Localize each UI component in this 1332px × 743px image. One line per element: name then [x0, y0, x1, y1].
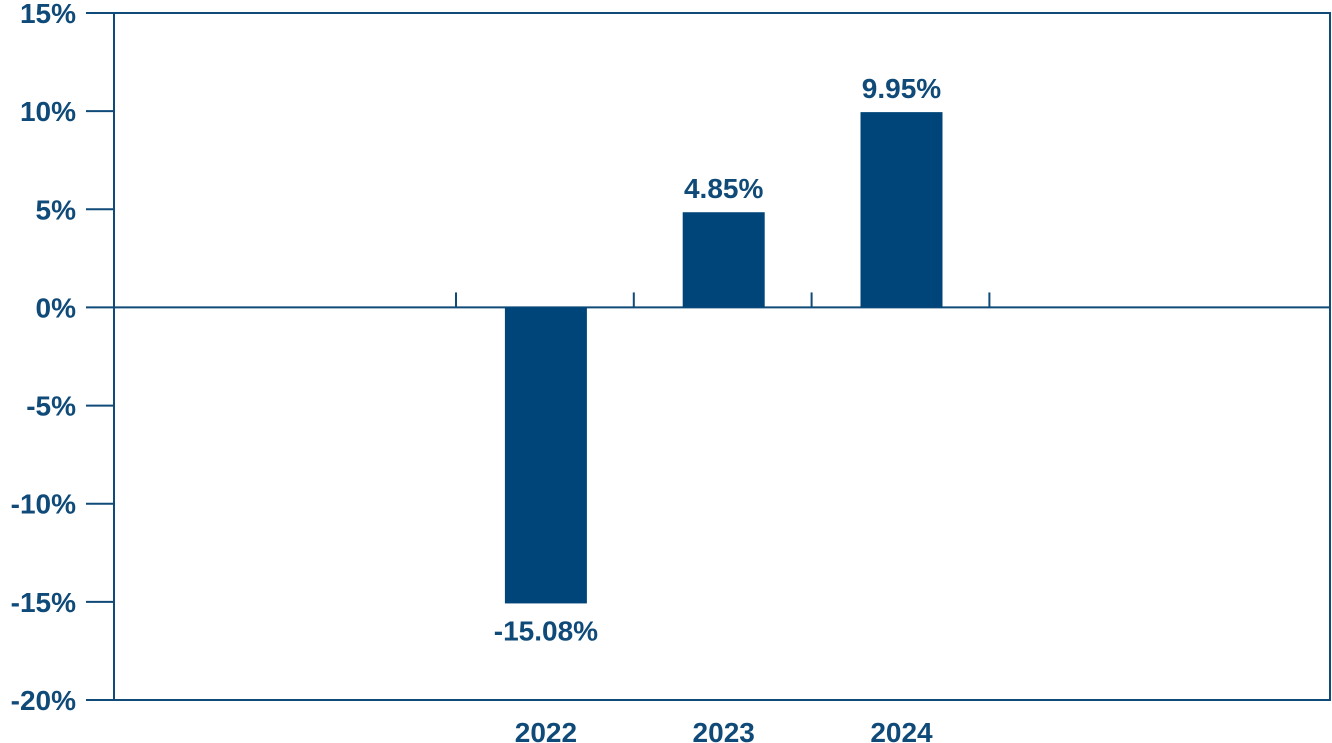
y-tick-label: -20%: [11, 685, 76, 716]
y-axis: 15% 10% 5% 0% -5% -10% -15% -20%: [11, 0, 114, 716]
x-tick-label-2022: 2022: [515, 717, 577, 743]
y-tick-label: -5%: [26, 391, 76, 422]
y-tick-label: 15%: [20, 0, 76, 29]
y-tick-label: 10%: [20, 96, 76, 127]
bar-2024: [860, 112, 943, 308]
bar-2023: [682, 212, 765, 308]
y-tick-label: -10%: [11, 489, 76, 520]
data-labels: -15.08% 4.85% 9.95%: [494, 73, 942, 646]
bar-2022: [504, 307, 587, 604]
data-label-2024: 9.95%: [862, 73, 941, 104]
category-labels: 2022 2023 2024: [515, 717, 933, 743]
bar-series: [504, 112, 943, 604]
y-tick-label: 0%: [36, 292, 77, 323]
plot-frame: [113, 12, 1331, 701]
x-axis: [455, 292, 991, 308]
x-tick-label-2023: 2023: [693, 717, 755, 743]
data-label-2022: -15.08%: [494, 615, 598, 646]
data-label-2023: 4.85%: [684, 173, 763, 204]
y-tick-label: -15%: [11, 587, 76, 618]
y-tick-label: 5%: [36, 194, 77, 225]
x-tick-label-2024: 2024: [870, 717, 933, 743]
